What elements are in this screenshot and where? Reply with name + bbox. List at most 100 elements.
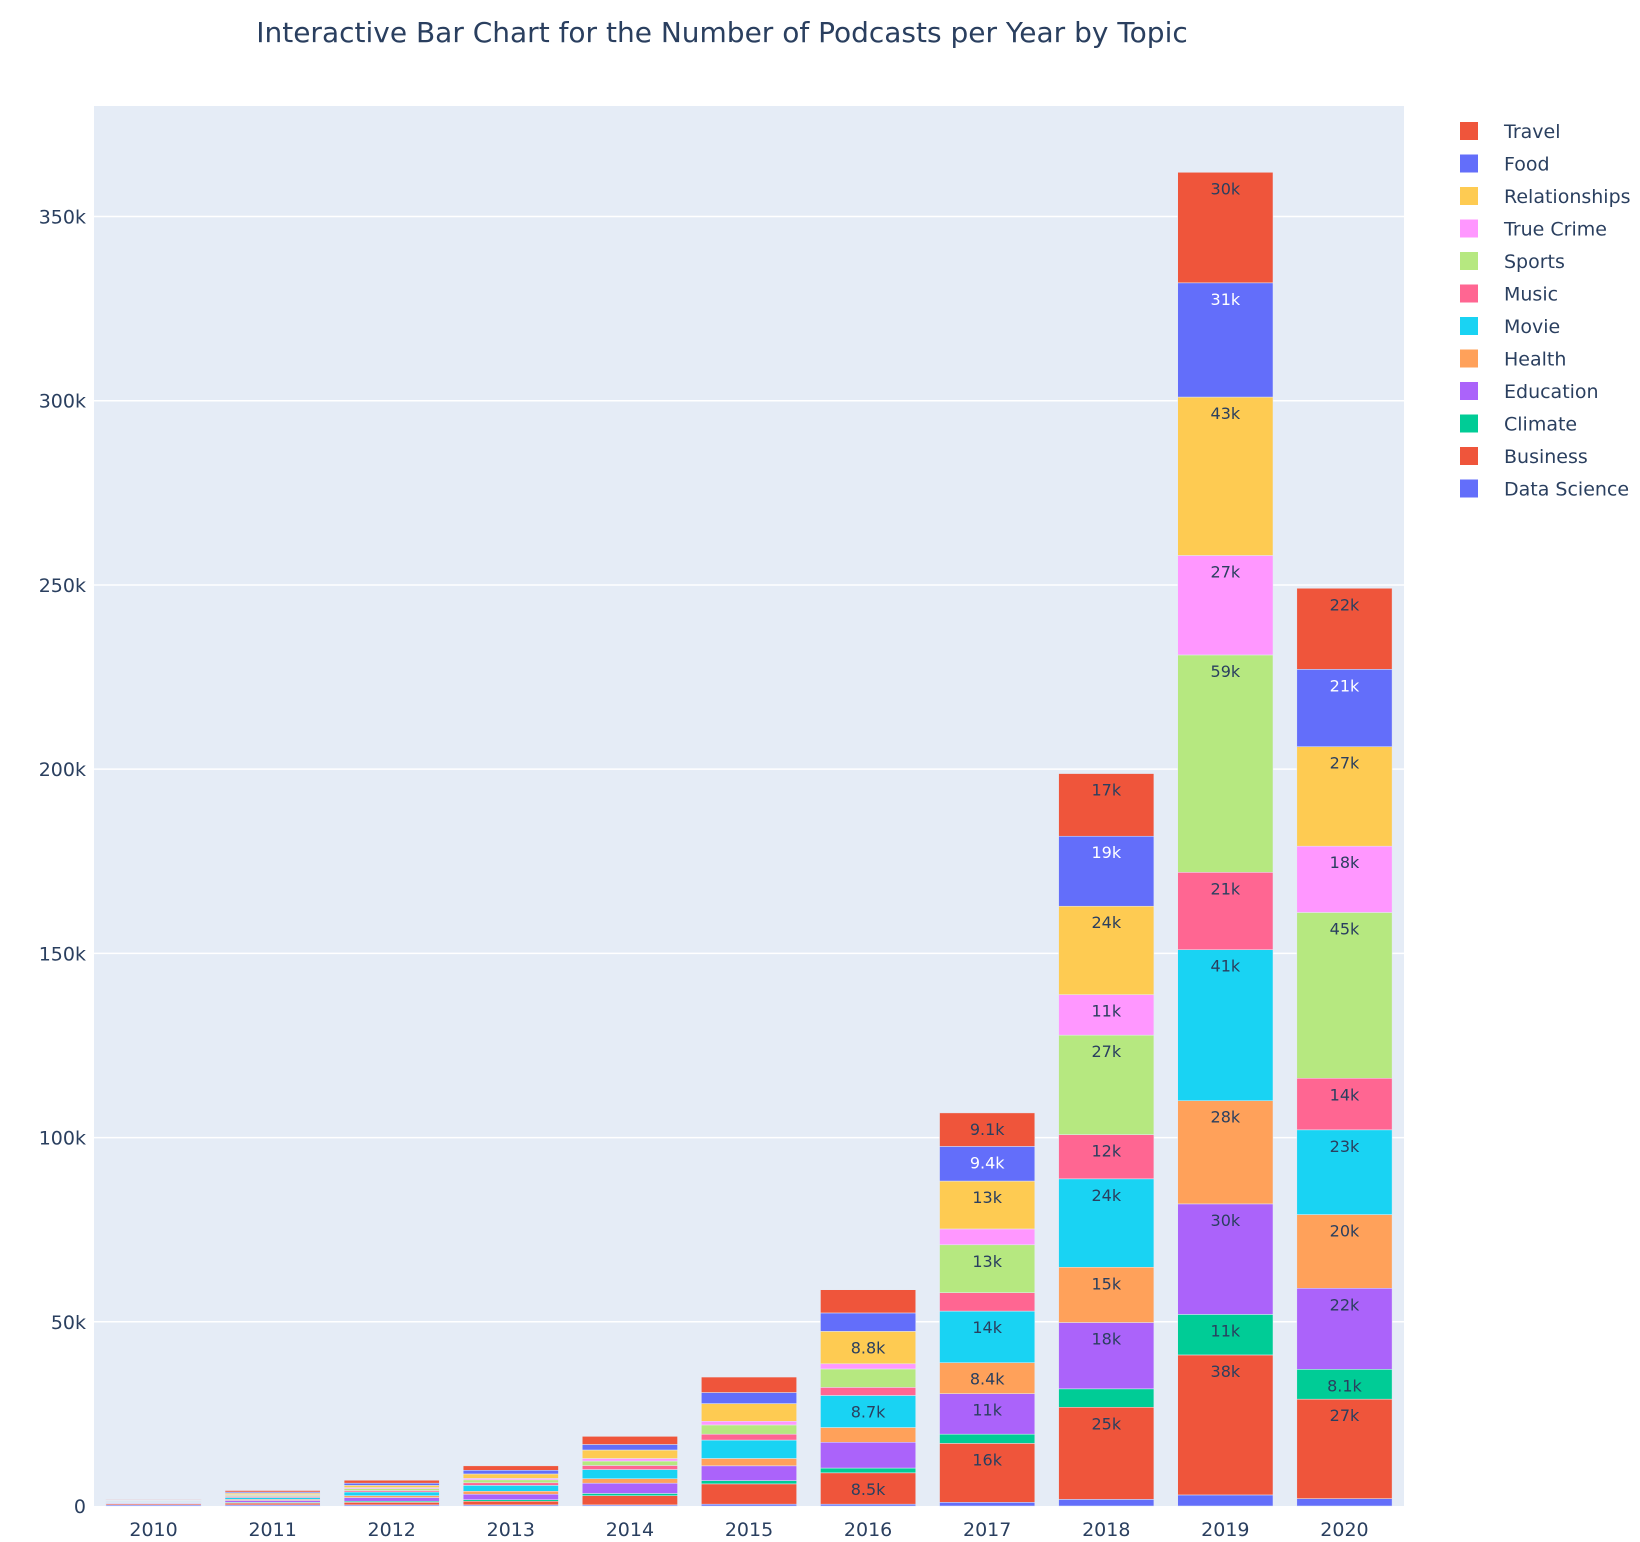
bar-segment[interactable] (225, 1491, 320, 1492)
bar-data-label: 21k (1330, 676, 1360, 695)
bar-segment[interactable] (582, 1458, 677, 1461)
bar-segment[interactable] (820, 1468, 915, 1473)
bar-segment[interactable] (582, 1479, 677, 1483)
legend-item[interactable]: Climate (1460, 414, 1577, 436)
legend-swatch (1460, 155, 1478, 173)
bar-segment[interactable] (344, 1480, 439, 1483)
bar-segment[interactable] (1059, 1499, 1154, 1506)
bar-segment[interactable] (344, 1483, 439, 1485)
bar-segment[interactable] (701, 1440, 796, 1458)
bar-data-label: 12k (1091, 1142, 1121, 1161)
bar-segment[interactable] (820, 1504, 915, 1506)
bar-segment[interactable] (820, 1313, 915, 1331)
bar-segment[interactable] (344, 1498, 439, 1502)
legend-item[interactable]: Movie (1460, 316, 1560, 338)
bar-segment[interactable] (701, 1425, 796, 1434)
legend-label: Climate (1504, 414, 1577, 436)
bar-segment[interactable] (225, 1500, 320, 1502)
bar-segment[interactable] (820, 1442, 915, 1468)
legend-item[interactable]: Sports (1460, 251, 1565, 273)
bar-segment[interactable] (701, 1466, 796, 1481)
bar-segment[interactable] (463, 1491, 558, 1494)
bar-segment[interactable] (940, 1229, 1035, 1245)
bar-segment[interactable] (582, 1436, 677, 1444)
bar-segment[interactable] (940, 1293, 1035, 1311)
legend-item[interactable]: Travel (1460, 121, 1560, 143)
bar-segment[interactable] (1297, 1499, 1392, 1506)
bar-segment[interactable] (701, 1421, 796, 1425)
bar-segment[interactable] (701, 1481, 796, 1484)
legend-swatch (1460, 220, 1478, 238)
bar-segment[interactable] (344, 1489, 439, 1491)
bar-segment[interactable] (582, 1470, 677, 1479)
bar-segment[interactable] (463, 1485, 558, 1491)
bar-segment[interactable] (463, 1494, 558, 1500)
bar-segment[interactable] (820, 1290, 915, 1313)
chart-title: Interactive Bar Chart for the Number of … (256, 16, 1188, 49)
bar-segment[interactable] (463, 1470, 558, 1474)
legend-label: Relationships (1504, 186, 1631, 208)
bar-segment[interactable] (582, 1496, 677, 1505)
bar-segment[interactable] (582, 1483, 677, 1493)
bar-data-label: 8.5k (851, 1480, 886, 1499)
bar-data-label: 21k (1211, 879, 1241, 898)
bar-segment[interactable] (463, 1483, 558, 1486)
bar-segment[interactable] (225, 1503, 320, 1505)
bar-segment[interactable] (463, 1466, 558, 1470)
bar-segment[interactable] (701, 1434, 796, 1440)
bar-segment[interactable] (820, 1369, 915, 1387)
bar-data-label: 30k (1211, 1211, 1241, 1230)
legend-label: Sports (1504, 251, 1565, 273)
bar-segment[interactable] (940, 1434, 1035, 1443)
bar-segment[interactable] (582, 1493, 677, 1495)
legend-label: Education (1504, 381, 1599, 403)
bar-segment[interactable] (344, 1485, 439, 1487)
bar-segment[interactable] (582, 1465, 677, 1469)
bar-data-label: 18k (1091, 1330, 1121, 1349)
legend-item[interactable]: Health (1460, 349, 1566, 371)
bar-data-label: 14k (1330, 1085, 1360, 1104)
bar-data-label: 18k (1330, 853, 1360, 872)
bar-segment[interactable] (820, 1428, 915, 1443)
bar-segment[interactable] (1178, 655, 1273, 872)
bar-segment[interactable] (344, 1496, 439, 1498)
bar-segment[interactable] (344, 1492, 439, 1496)
bar-segment[interactable] (582, 1444, 677, 1450)
bar-data-label: 45k (1330, 919, 1360, 938)
bar-segment[interactable] (701, 1484, 796, 1504)
x-tick-label: 2012 (368, 1519, 416, 1538)
bar-segment[interactable] (940, 1502, 1035, 1506)
bar-segment[interactable] (820, 1364, 915, 1369)
bar-data-label: 17k (1091, 781, 1121, 800)
bar-segment[interactable] (820, 1387, 915, 1395)
bar-segment[interactable] (701, 1377, 796, 1392)
x-tick-label: 2015 (725, 1519, 773, 1538)
bar-data-label: 38k (1211, 1362, 1241, 1381)
legend-swatch (1460, 480, 1478, 498)
bar-data-label: 13k (972, 1188, 1002, 1207)
legend-label: Music (1504, 284, 1558, 306)
bar-segment[interactable] (106, 1499, 201, 1500)
legend-item[interactable]: Food (1460, 154, 1550, 176)
bar-data-label: 8.1k (1327, 1376, 1362, 1395)
legend-item[interactable]: Music (1460, 284, 1558, 306)
bar-segment[interactable] (701, 1458, 796, 1465)
bar-segment[interactable] (582, 1461, 677, 1465)
bar-segment[interactable] (463, 1480, 558, 1483)
bar-segment[interactable] (701, 1504, 796, 1506)
bar-data-label: 41k (1211, 957, 1241, 976)
bar-segment[interactable] (701, 1393, 796, 1404)
bar-segment[interactable] (1178, 1495, 1273, 1506)
bar-segment[interactable] (344, 1502, 439, 1505)
bar-segment[interactable] (1059, 1389, 1154, 1407)
bar-segment[interactable] (463, 1474, 558, 1478)
bar-data-label: 24k (1091, 913, 1121, 932)
bar-segment[interactable] (701, 1404, 796, 1422)
bar-segment[interactable] (582, 1450, 677, 1458)
legend-label: Movie (1504, 316, 1560, 338)
bar-data-label: 11k (1091, 1002, 1121, 1021)
bar-segment[interactable] (225, 1498, 320, 1500)
bar-segment[interactable] (463, 1501, 558, 1505)
legend-label: Health (1504, 349, 1566, 371)
legend-label: Data Science (1504, 479, 1629, 501)
